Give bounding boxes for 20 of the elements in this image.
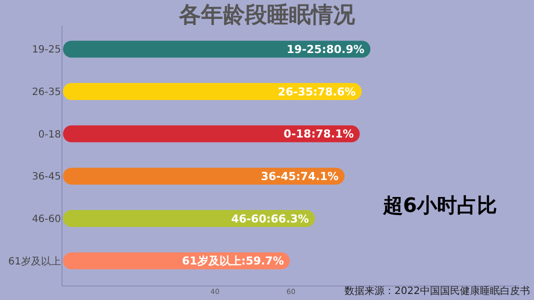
annotation: 超6小时占比 [382,193,497,217]
annotation: 数据来源：2022中国国民健康睡眠白皮书 [344,285,530,297]
bar [63,40,370,58]
y-tick-label: 26-35 [32,87,61,98]
y-tick-label: 0-18 [38,129,61,140]
data-label: 0-18:78.1% [284,128,354,141]
y-tick-label: 46-60 [32,214,61,225]
data-label: 36-45:74.1% [260,170,339,184]
bar [63,125,360,142]
y-tick-label: 19-25 [32,44,61,56]
bar [63,83,362,100]
bar [63,210,315,227]
bar [63,168,345,185]
y-tick-label: 36-45 [32,172,61,183]
y-tick-label: 61岁及以上 [8,255,61,268]
data-label: 19-25:80.9% [286,43,364,56]
data-label: 46-60:66.3% [231,212,309,226]
chart-title: 各年龄段睡眠情况 [178,3,356,28]
data-label: 26-35:78.6% [278,85,356,98]
data-label: 61岁及以上:59.7% [182,254,284,268]
